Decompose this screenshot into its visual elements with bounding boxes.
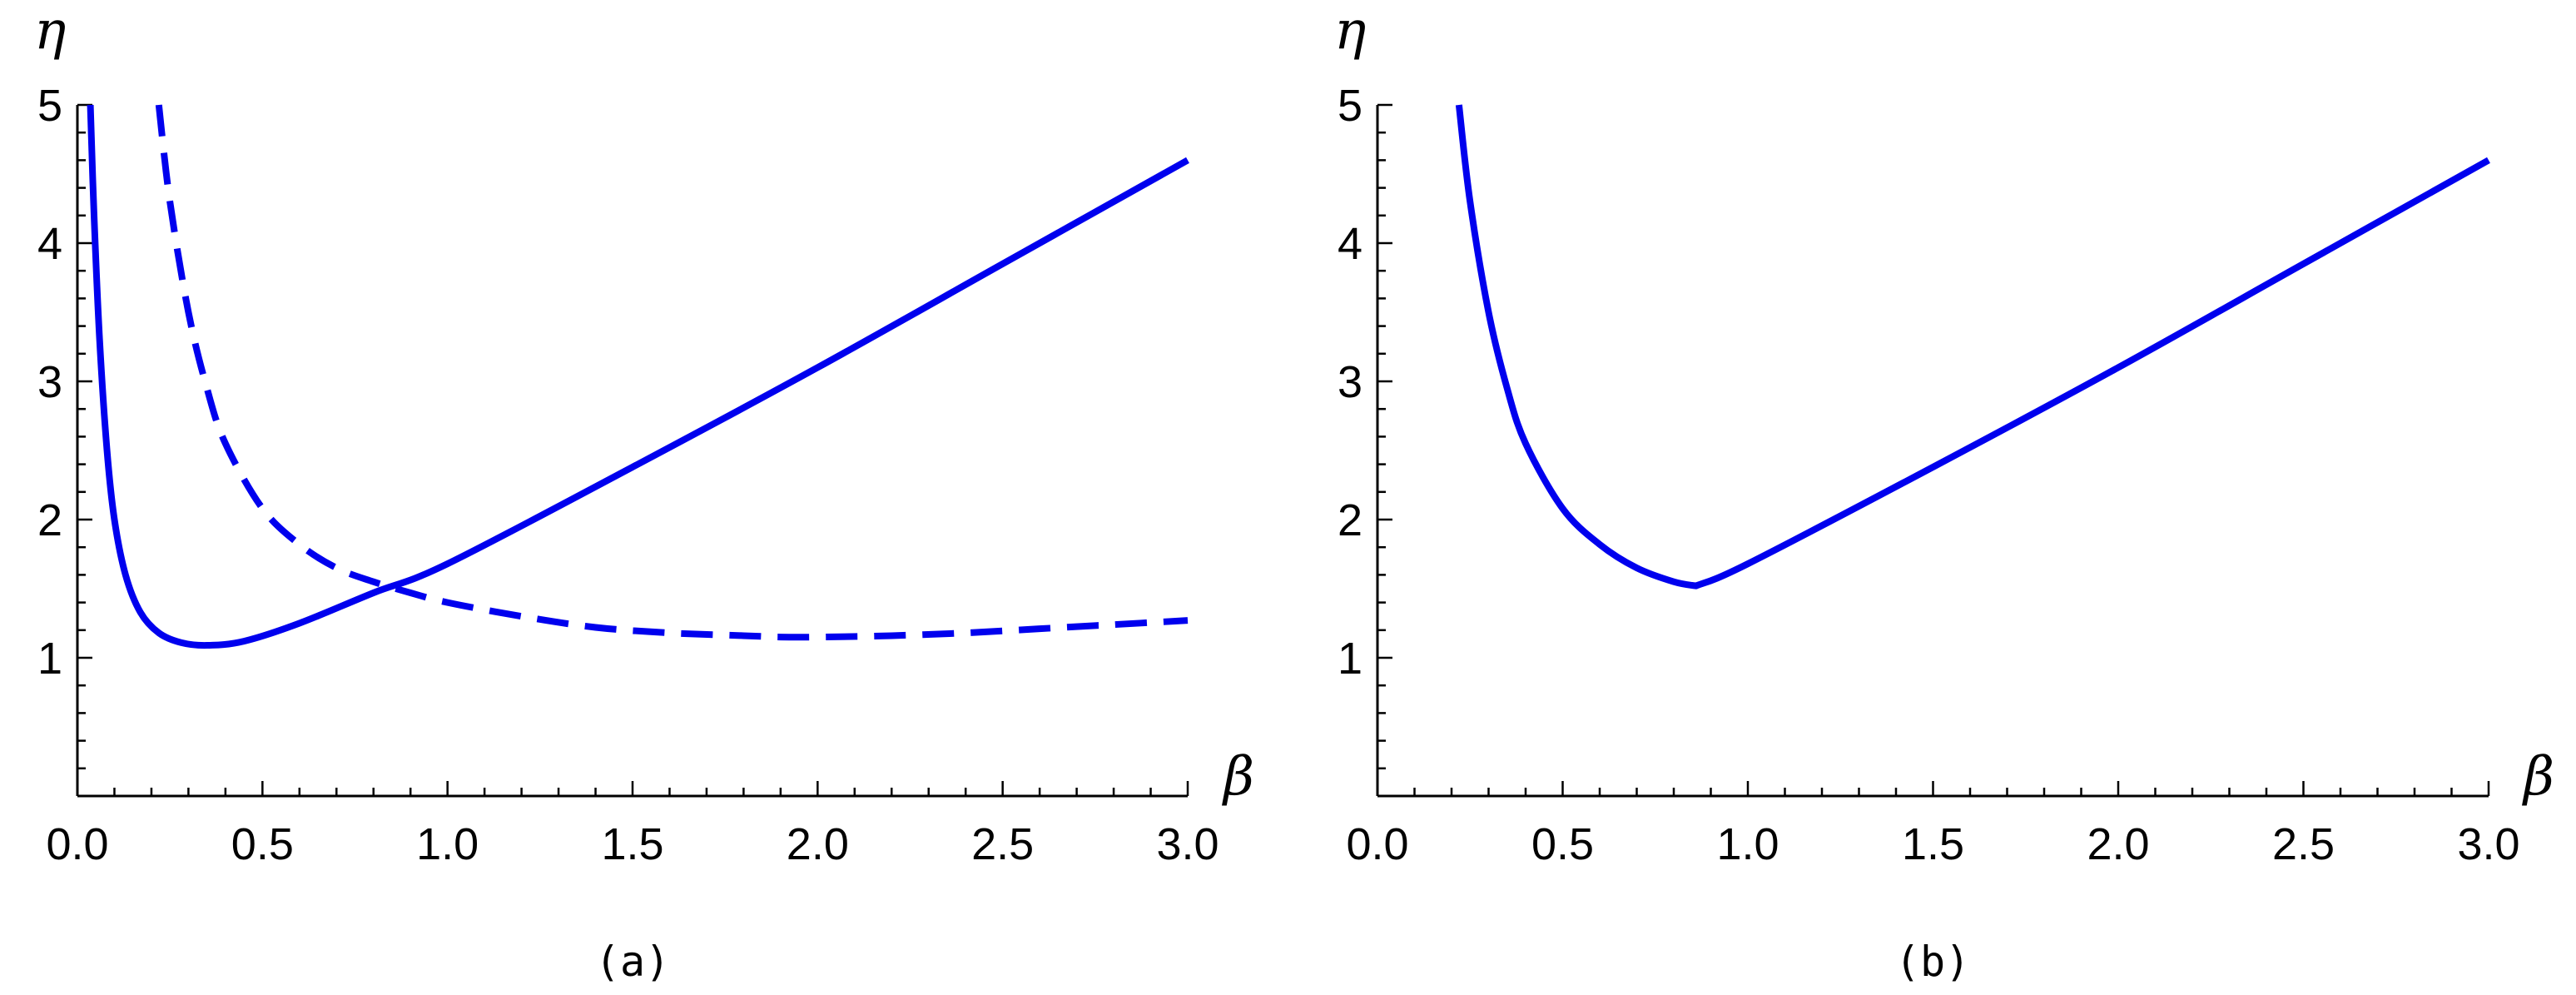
panel-b: 0.0 0.5 1.0 1.5 2.0 2.5 3.0 1 2 3 4 5 η β (b) <box>1334 0 2554 986</box>
y-axis-label: η <box>1334 0 1366 62</box>
panel-label: (b) <box>1895 938 1970 986</box>
y-tick-label: 3 <box>37 357 62 407</box>
y-tick-label: 4 <box>1338 219 1362 269</box>
y-tick-label: 5 <box>1338 81 1362 131</box>
x-tick-label: 2.5 <box>971 819 1034 869</box>
panel-a: 0.0 0.5 1.0 1.5 2.0 2.5 3.0 1 2 3 4 5 η β (a) <box>34 0 1254 986</box>
x-tick-label: 3.0 <box>1156 819 1219 869</box>
x-tick-label: 0.5 <box>231 819 294 869</box>
y-tick-label: 2 <box>1338 495 1362 545</box>
y-tick-label: 1 <box>37 634 62 684</box>
y-tick-label: 5 <box>37 81 62 131</box>
x-tick-label: 1.5 <box>1902 819 1964 869</box>
x-tick-label: 2.0 <box>2087 819 2149 869</box>
solid-series-line <box>1455 104 2490 590</box>
dashed-series-line <box>155 104 1189 641</box>
x-tick-label: 3.0 <box>2457 819 2519 869</box>
x-tick-label: 1.0 <box>416 819 479 869</box>
x-tick-label: 0.0 <box>1346 819 1408 869</box>
y-tick-label: 3 <box>1338 357 1362 407</box>
x-axis-label: β <box>1222 746 1254 808</box>
y-tick-label: 1 <box>1338 634 1362 684</box>
x-tick-label: 1.0 <box>1716 819 1779 869</box>
x-tick-label: 0.5 <box>1531 819 1594 869</box>
y-tick-label: 4 <box>37 219 62 269</box>
x-tick-label: 0.0 <box>46 819 108 869</box>
x-tick-label: 1.5 <box>601 819 663 869</box>
x-tick-label: 2.5 <box>2272 819 2335 869</box>
y-tick-label: 2 <box>37 495 62 545</box>
x-axis-label: β <box>2522 746 2554 808</box>
solid-series-line <box>87 104 1189 649</box>
y-axis-label: η <box>34 0 66 62</box>
x-tick-label: 2.0 <box>787 819 849 869</box>
panel-label: (a) <box>595 938 670 986</box>
